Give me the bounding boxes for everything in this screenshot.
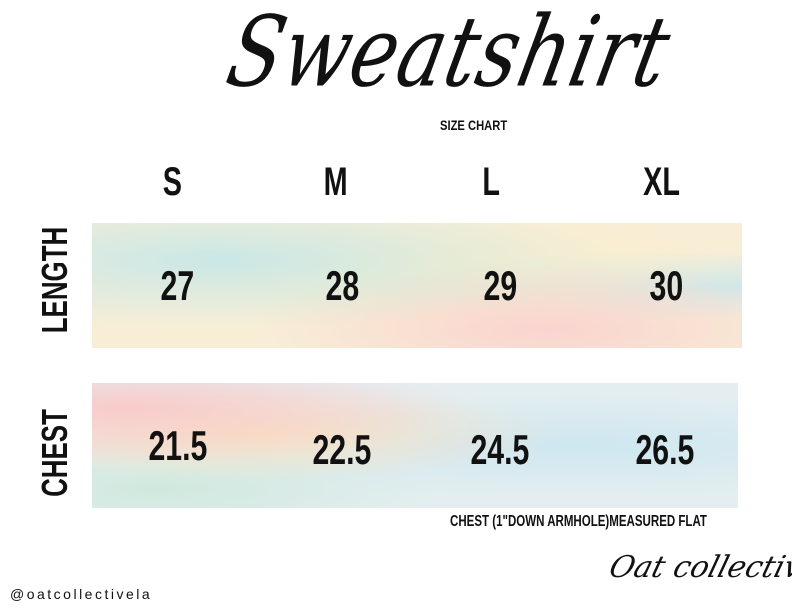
chest-value-l: 24.5 — [470, 426, 530, 473]
subtitle: SIZE CHART — [440, 117, 508, 133]
page-title: Sweatshirt — [218, 0, 681, 110]
length-value-s: 27 — [160, 262, 194, 309]
length-row-band — [92, 223, 742, 348]
chest-value-xl: 26.5 — [635, 426, 695, 473]
size-header-xl: XL — [643, 160, 681, 204]
length-value-m: 28 — [325, 262, 359, 309]
chest-value-s: 21.5 — [148, 422, 208, 469]
size-header-m: M — [323, 160, 348, 204]
chest-value-m: 22.5 — [312, 426, 372, 473]
length-value-l: 29 — [483, 262, 517, 309]
length-value-xl: 30 — [649, 262, 683, 309]
size-header-l: L — [482, 160, 500, 204]
measurement-note: CHEST (1"DOWN ARMHOLE)MEASURED FLAT — [450, 513, 707, 530]
size-header-s: S — [162, 160, 182, 204]
row-label-chest: CHEST — [34, 409, 75, 497]
brand-logo: Oat collective — [605, 550, 792, 585]
row-label-length: LENGTH — [34, 226, 75, 334]
chest-row-band — [92, 383, 738, 508]
social-handle: @oatcollectivela — [10, 586, 153, 602]
